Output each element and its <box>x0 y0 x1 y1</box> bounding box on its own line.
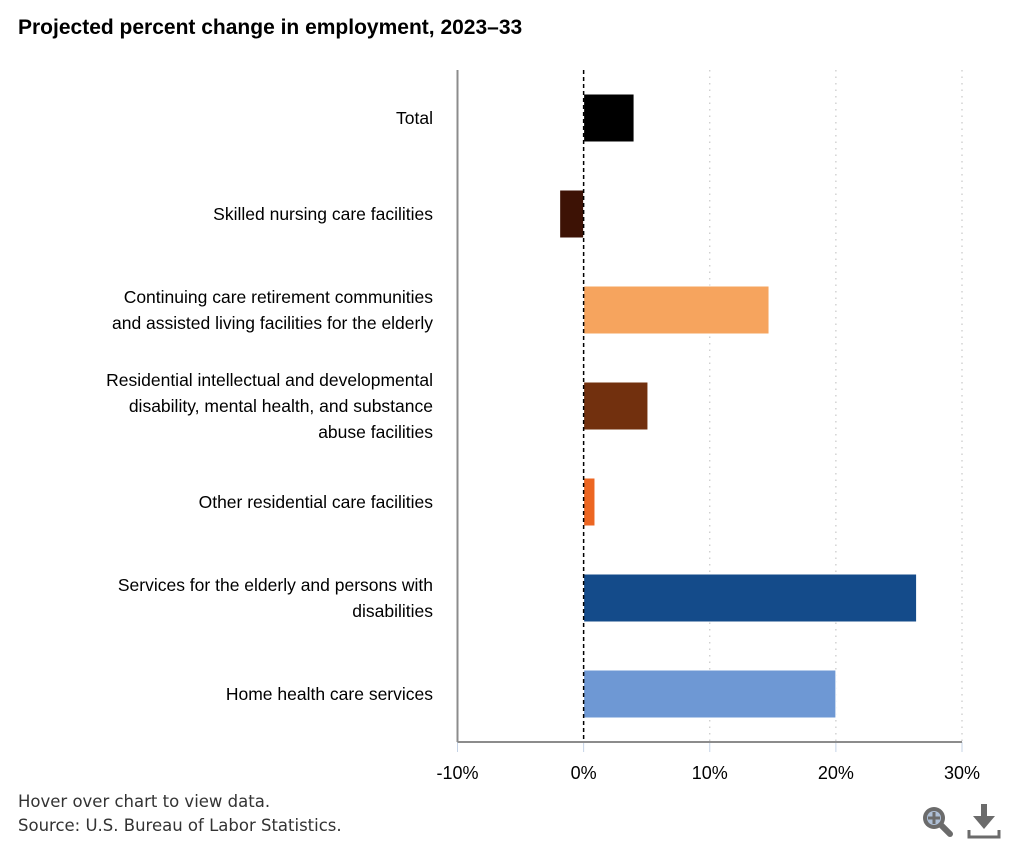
category-labels: Total Skilled nursing care facilities Cont… <box>106 108 433 704</box>
category-label: Other residential care facilities <box>199 492 434 512</box>
magnifier-plus-icon <box>923 807 953 837</box>
category-label: Services for the elderly and persons wit… <box>118 575 433 595</box>
category-label: Continuing care retirement communities <box>124 287 434 307</box>
bar[interactable] <box>583 285 770 335</box>
category-label: Home health care services <box>226 684 433 704</box>
download-button[interactable] <box>966 802 1002 840</box>
gridlines <box>709 70 963 742</box>
bars <box>559 93 918 719</box>
category-label: and assisted living facilities for the e… <box>112 313 433 333</box>
category-label: abuse facilities <box>318 422 433 442</box>
x-tick-label: -10% <box>436 763 478 780</box>
category-label: disability, mental health, and substance <box>129 396 433 416</box>
bar[interactable] <box>583 669 837 719</box>
category-label: Skilled nursing care facilities <box>213 204 433 224</box>
category-label: disabilities <box>352 601 433 621</box>
source-note: Source: U.S. Bureau of Labor Statistics. <box>18 816 342 835</box>
bar[interactable] <box>583 93 635 143</box>
bar[interactable] <box>583 573 918 623</box>
chart-title: Projected percent change in employment, … <box>18 16 523 39</box>
bar-chart[interactable]: Total Skilled nursing care facilities Cont… <box>0 0 1024 780</box>
tick-labels: -10% 0% 10% 20% 30% <box>436 763 980 780</box>
x-tick-label: 0% <box>571 763 597 780</box>
axes <box>456 70 963 752</box>
x-tick-label: 10% <box>692 763 728 780</box>
bar[interactable] <box>583 477 596 527</box>
hover-note: Hover over chart to view data. <box>18 792 271 811</box>
download-icon <box>967 804 1001 839</box>
category-label: Total <box>396 108 433 128</box>
x-tick-label: 30% <box>944 763 980 780</box>
category-label: Residential intellectual and development… <box>106 370 433 390</box>
x-tick-label: 20% <box>818 763 854 780</box>
zoom-button[interactable] <box>920 804 954 838</box>
bar[interactable] <box>583 381 649 431</box>
bar[interactable] <box>559 189 585 239</box>
